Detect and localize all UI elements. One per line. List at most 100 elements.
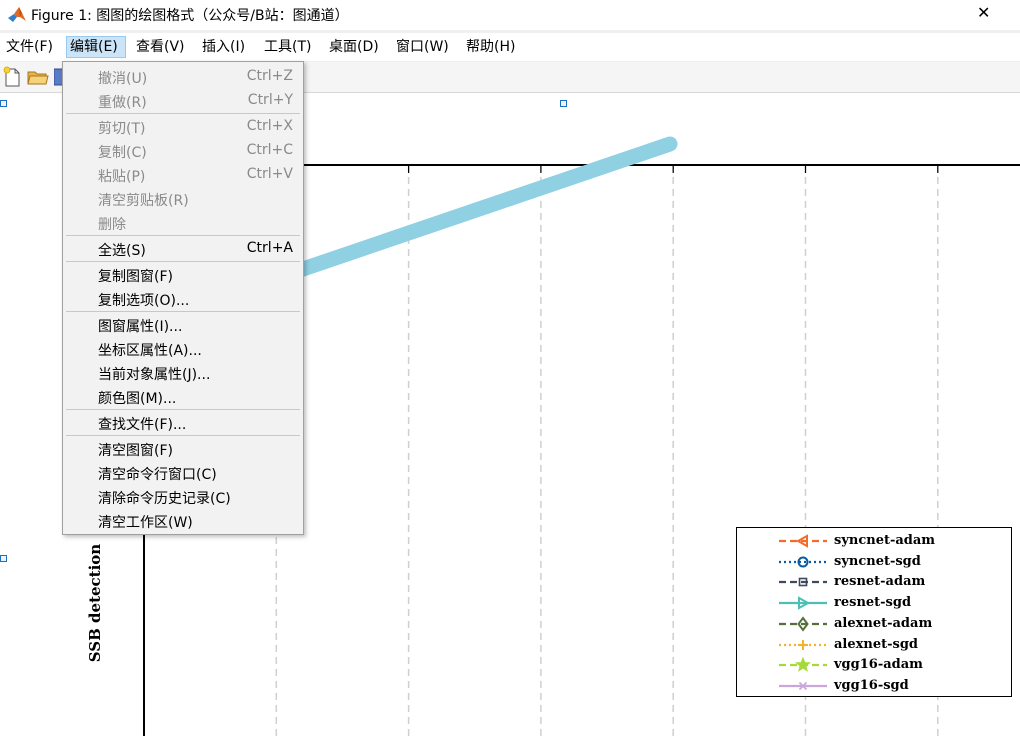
close-window-button[interactable]: ✕ <box>977 3 991 22</box>
legend-label: syncnet-sgd <box>834 553 921 569</box>
menu-separator <box>66 435 300 436</box>
legend-entry[interactable]: resnet-adam <box>737 572 1011 592</box>
menu-item-label: 当前对象属性(J)... <box>98 367 211 383</box>
legend-entry[interactable]: resnet-sgd <box>737 593 1011 613</box>
legend-swatch <box>779 681 827 691</box>
data-point <box>798 578 808 587</box>
legend-swatch <box>779 656 827 673</box>
menu-item-label: 粘贴(P) <box>98 169 146 185</box>
edit-menu-item[interactable]: 清空工作区(W) <box>63 509 303 533</box>
legend-label: syncnet-adam <box>834 533 936 548</box>
menu-item-label: 重做(R) <box>98 95 147 111</box>
menu-item-label: 复制(C) <box>98 145 147 161</box>
edit-menu-item[interactable]: 清除命令历史记录(C) <box>63 485 303 509</box>
y-axis-label: SSB detection <box>86 544 104 663</box>
menu-separator <box>66 409 300 410</box>
edit-menu-item: 粘贴(P) Ctrl+V <box>63 163 303 187</box>
data-point <box>798 596 811 610</box>
edit-menu-item[interactable]: 复制图窗(F) <box>63 263 303 287</box>
legend-swatch <box>779 534 827 548</box>
menu-item-shortcut: Ctrl+Y <box>247 92 293 108</box>
menu-item-shortcut: Ctrl+Z <box>246 68 293 84</box>
legend[interactable]: syncnet-adam syncnet-sgd resnet-adam resnet… <box>736 527 1012 697</box>
menu-item-label: 颜色图(M)... <box>98 391 177 407</box>
data-point <box>797 556 809 568</box>
menu-file[interactable]: 文件(F) <box>6 39 53 55</box>
menu-item-label: 查找文件(F)... <box>98 417 187 433</box>
legend-swatch <box>779 616 827 632</box>
menu-item-label: 删除 <box>98 217 126 233</box>
edit-menu-item[interactable]: 清空图窗(F) <box>63 437 303 461</box>
data-point <box>794 656 812 673</box>
legend-entry[interactable]: alexnet-adam <box>737 614 1011 634</box>
legend-label: alexnet-sgd <box>834 636 919 652</box>
legend-entry[interactable]: vgg16-adam <box>737 655 1011 675</box>
data-point <box>797 616 809 632</box>
edit-menu-item[interactable]: 当前对象属性(J)... <box>63 361 303 385</box>
edit-menu-dropdown: 撤消(U) Ctrl+Z 重做(R) Ctrl+Y 剪切(T) Ctrl+X 复制(C) Ct… <box>62 61 304 535</box>
menu-item-label: 清空剪贴板(R) <box>98 193 189 209</box>
legend-label: alexnet-adam <box>834 615 933 631</box>
title-bar: Figure 1: 图图的绘图格式（公众号/B站：图通道） ✕ <box>0 0 1020 30</box>
matlab-logo-icon <box>8 7 26 22</box>
edit-menu-item: 删除 <box>63 211 303 235</box>
menu-separator <box>66 311 300 312</box>
menu-item-shortcut: Ctrl+C <box>246 142 293 158</box>
legend-label: resnet-sgd <box>834 595 912 611</box>
edit-menu-item[interactable]: 全选(S) Ctrl+A <box>63 237 303 261</box>
menu-help[interactable]: 帮助(H) <box>466 39 516 55</box>
new-figure-icon[interactable] <box>2 66 22 88</box>
menu-item-label: 剪切(T) <box>98 121 146 137</box>
edit-menu-item[interactable]: 图窗属性(I)... <box>63 313 303 337</box>
menu-edit[interactable]: 编辑(E) <box>66 36 126 58</box>
edit-menu-item[interactable]: 复制选项(O)... <box>63 287 303 311</box>
menu-bar: 文件(F) 编辑(E) 查看(V) 插入(I) 工具(T) 桌面(D) 窗口(W) 帮助(H) <box>0 33 1020 61</box>
menu-separator <box>66 261 300 262</box>
menu-item-label: 清除命令历史记录(C) <box>98 491 231 507</box>
menu-item-label: 复制选项(O)... <box>98 293 190 309</box>
menu-tools[interactable]: 工具(T) <box>264 39 312 55</box>
data-point <box>798 681 808 691</box>
menu-item-shortcut: Ctrl+X <box>246 118 293 134</box>
data-point <box>795 534 808 548</box>
menu-item-label: 清空命令行窗口(C) <box>98 467 217 483</box>
menu-item-shortcut: Ctrl+A <box>246 240 293 256</box>
edit-menu-item[interactable]: 清空命令行窗口(C) <box>63 461 303 485</box>
edit-menu-item: 剪切(T) Ctrl+X <box>63 115 303 139</box>
edit-menu-item: 复制(C) Ctrl+C <box>63 139 303 163</box>
menu-window[interactable]: 窗口(W) <box>396 39 449 55</box>
menu-item-label: 图窗属性(I)... <box>98 319 183 335</box>
legend-label: vgg16-adam <box>834 657 923 673</box>
edit-menu-item: 重做(R) Ctrl+Y <box>63 89 303 113</box>
data-point <box>798 639 808 650</box>
legend-entry[interactable]: syncnet-adam <box>737 531 1011 551</box>
menu-view[interactable]: 查看(V) <box>136 39 185 55</box>
edit-menu-item[interactable]: 查找文件(F)... <box>63 411 303 435</box>
legend-swatch <box>779 556 827 568</box>
selection-handle[interactable] <box>560 100 567 107</box>
legend-label: vgg16-sgd <box>834 677 909 693</box>
open-file-icon[interactable] <box>27 67 49 87</box>
selection-handle[interactable] <box>0 555 7 562</box>
window-title: Figure 1: 图图的绘图格式（公众号/B站：图通道） <box>31 8 349 24</box>
menu-item-label: 撤消(U) <box>98 71 148 87</box>
arrow-shaft <box>254 136 678 291</box>
save-icon[interactable] <box>54 67 64 87</box>
menu-item-label: 全选(S) <box>98 243 146 259</box>
menu-item-label: 清空工作区(W) <box>98 515 193 531</box>
legend-swatch <box>779 639 827 650</box>
menu-item-label: 复制图窗(F) <box>98 269 173 285</box>
legend-swatch <box>779 578 827 587</box>
legend-entry[interactable]: syncnet-sgd <box>737 552 1011 572</box>
selection-handle[interactable] <box>0 100 7 107</box>
edit-menu-item: 撤消(U) Ctrl+Z <box>63 65 303 89</box>
edit-menu-item[interactable]: 坐标区属性(A)... <box>63 337 303 361</box>
menu-desktop[interactable]: 桌面(D) <box>329 39 379 55</box>
edit-menu-item: 清空剪贴板(R) <box>63 187 303 211</box>
menu-separator <box>66 113 300 114</box>
edit-menu-item[interactable]: 颜色图(M)... <box>63 385 303 409</box>
legend-entry[interactable]: alexnet-sgd <box>737 635 1011 655</box>
menu-separator <box>66 235 300 236</box>
legend-entry[interactable]: vgg16-sgd <box>737 676 1011 696</box>
menu-insert[interactable]: 插入(I) <box>202 39 246 55</box>
